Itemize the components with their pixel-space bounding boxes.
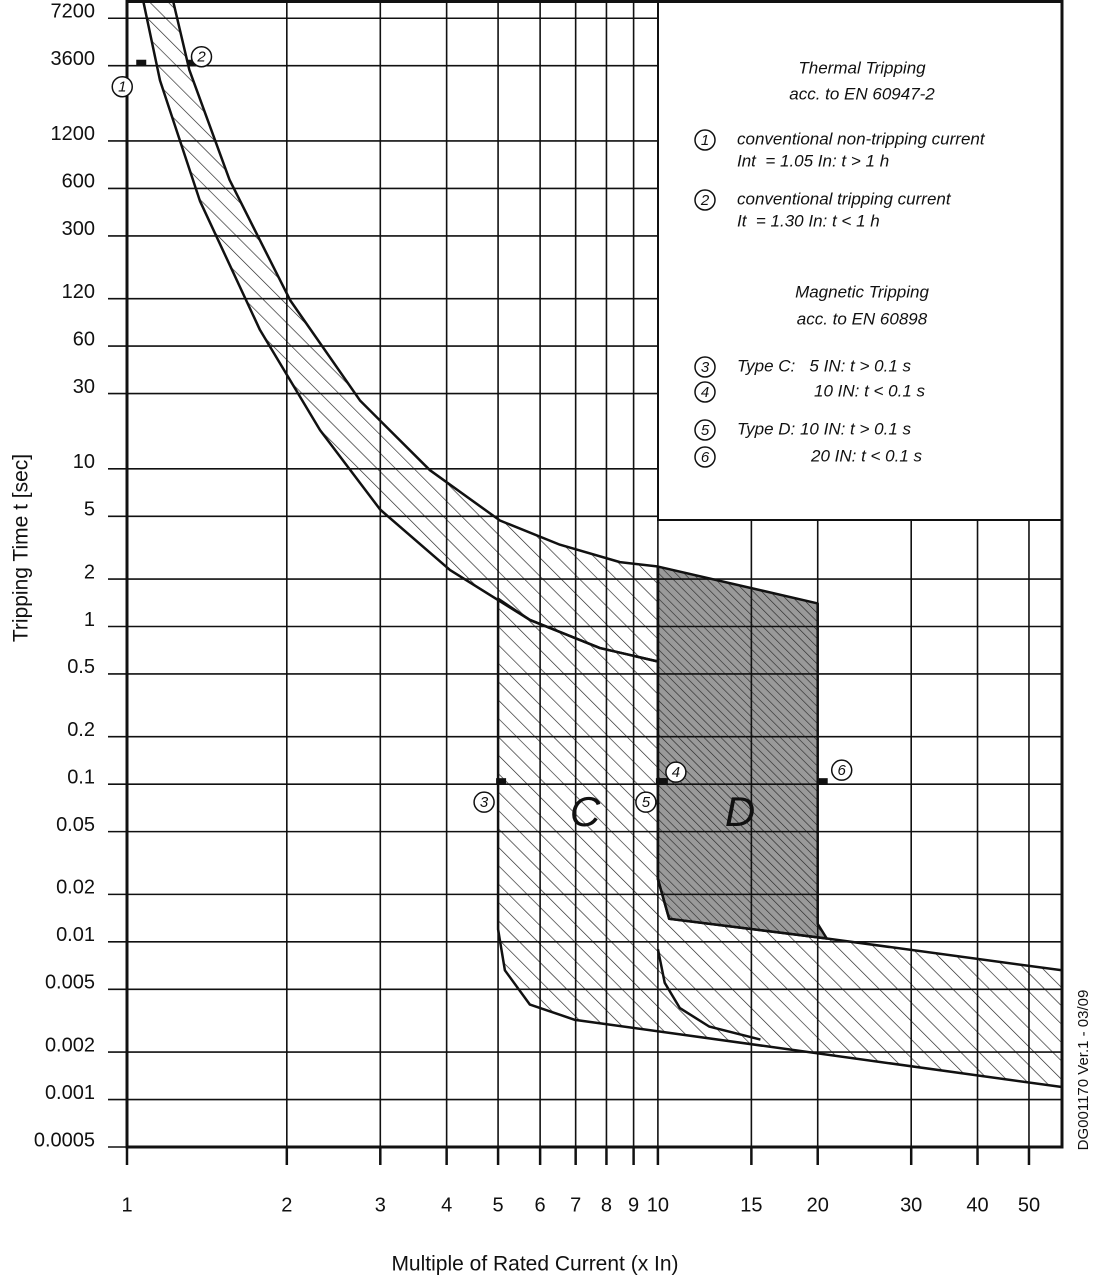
y-tick-label: 0.0005: [34, 1129, 95, 1151]
marker-label: 6: [838, 762, 847, 779]
marker-circle: [190, 45, 213, 68]
x-tick-label: 9: [628, 1194, 639, 1216]
y-tick-label: 3600: [51, 48, 96, 70]
marker-circle: [111, 75, 133, 98]
region-label: C: [570, 788, 601, 835]
x-tick-label: 20: [807, 1194, 829, 1216]
region-label: D: [725, 788, 755, 835]
band-fill: [498, 598, 1062, 1088]
note-marker-circle: [694, 356, 716, 378]
x-tick-label: 7: [570, 1194, 581, 1216]
x-tick-label: 1: [121, 1194, 132, 1216]
x-tick-label: 8: [601, 1194, 612, 1216]
marker-label: 5: [642, 794, 651, 811]
y-axis-label: Tripping Time t [sec]: [10, 454, 33, 642]
marker-tab: [496, 778, 507, 785]
y-tick-label: 120: [62, 281, 95, 303]
x-tick-label: 4: [441, 1194, 452, 1216]
y-tick-label: 0.5: [67, 656, 95, 678]
band: [656, 565, 829, 940]
x-tick-label: 3: [375, 1194, 386, 1216]
x-axis-label: Multiple of Rated Current (x In): [391, 1253, 678, 1276]
band-fill: [143, 0, 658, 662]
y-tick-label: 1: [84, 609, 95, 631]
legend-heading: Thermal Tripping: [798, 58, 926, 77]
note-marker-label: 4: [701, 384, 709, 401]
y-tick-label: 0.005: [45, 972, 95, 994]
side-note: DG001170 Ver.1 - 03/09: [1075, 990, 1092, 1151]
note-text: conventional tripping current: [737, 189, 952, 208]
x-tick-label: 6: [535, 1194, 546, 1216]
note-marker-circle: [694, 381, 716, 403]
y-tick-label: 2: [84, 561, 95, 583]
note-marker-label: 2: [700, 192, 710, 209]
y-tick-label: 5: [84, 499, 95, 521]
band: [496, 597, 1062, 1089]
y-tick-label: 0.02: [56, 877, 95, 899]
note-text: conventional non-tripping current: [737, 129, 986, 148]
y-tick-label: 10: [73, 451, 95, 473]
note-marker-circle: [694, 129, 716, 151]
marker-tab: [817, 778, 828, 785]
note-marker-label: 3: [701, 359, 710, 376]
y-tick-label: 1200: [51, 123, 96, 145]
note-marker-label: 6: [701, 449, 710, 466]
legend-box: [657, 0, 1063, 521]
marker-tab: [136, 59, 147, 66]
marker-circle: [830, 759, 853, 781]
marker-label: 3: [480, 794, 489, 811]
legend-heading: Magnetic Tripping: [795, 282, 929, 301]
x-tick-label: 2: [281, 1194, 292, 1216]
note-marker-label: 5: [701, 422, 710, 439]
band-fill: [657, 566, 827, 939]
marker-label: 2: [196, 49, 206, 66]
x-tick-label: 40: [966, 1194, 988, 1216]
y-tick-label: 0.002: [45, 1034, 95, 1056]
note-marker-circle: [694, 419, 716, 441]
legend-heading: acc. to EN 60898: [797, 309, 928, 328]
y-tick-label: 7200: [51, 1, 96, 23]
marker-circle: [665, 761, 687, 783]
note-marker-circle: [694, 189, 716, 211]
note-text: Int = 1.05 In: t > 1 h: [737, 151, 889, 170]
note-marker-circle: [694, 446, 716, 468]
marker-label: 4: [672, 764, 680, 781]
y-tick-label: 0.05: [56, 814, 95, 836]
curve: [656, 948, 761, 1041]
marker-tab: [187, 59, 198, 66]
y-tick-label: 300: [62, 218, 95, 240]
y-tick-label: 30: [73, 376, 95, 398]
note-text: 20 IN: t < 0.1 s: [810, 446, 923, 465]
y-tick-label: 60: [73, 328, 95, 350]
legend-heading: acc. to EN 60947-2: [789, 84, 935, 103]
marker-circle: [473, 791, 495, 813]
outlines: [141, 0, 1062, 1089]
y-tick-label: 600: [62, 171, 95, 193]
note-text: It = 1.30 In: t < 1 h: [737, 211, 880, 230]
y-tick-label: 0.1: [67, 766, 95, 788]
y-tick-label: 0.2: [67, 719, 95, 741]
plot-frame: [125, 0, 1064, 1149]
x-tick-label: 10: [647, 1194, 669, 1216]
marker-tab: [655, 778, 666, 785]
note-marker-label: 1: [701, 132, 709, 149]
note-text: 10 IN: t < 0.1 s: [814, 381, 926, 400]
marker-label: 1: [118, 79, 126, 96]
note-text: Type D: 10 IN: t > 0.1 s: [737, 419, 912, 438]
labels: 7200360012006003001206030105210.50.20.10…: [34, 1, 1040, 1217]
x-tick-label: 30: [900, 1194, 922, 1216]
marker-circle: [635, 791, 657, 813]
x-tick-label: 5: [493, 1194, 504, 1216]
x-tick-label: 15: [740, 1194, 762, 1216]
y-tick-label: 0.001: [45, 1082, 95, 1104]
note-text: Type C: 5 IN: t > 0.1 s: [737, 356, 912, 375]
x-tick-label: 50: [1018, 1194, 1040, 1216]
y-tick-label: 0.01: [56, 924, 95, 946]
